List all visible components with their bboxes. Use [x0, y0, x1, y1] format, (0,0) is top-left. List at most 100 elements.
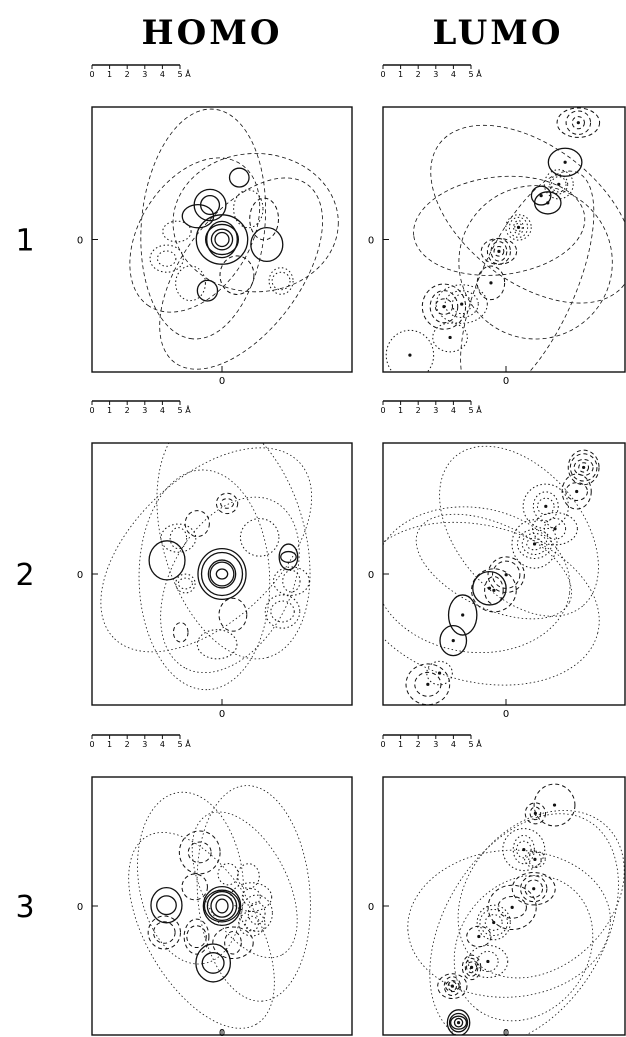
- atom-dot: [460, 302, 463, 305]
- contour: [187, 926, 206, 948]
- scale-tick-label: 2: [416, 406, 421, 415]
- contour: [240, 519, 278, 557]
- contour: [238, 864, 260, 889]
- contour: [365, 495, 579, 665]
- contour: [391, 780, 626, 1037]
- contour: [173, 153, 338, 291]
- atom-dot: [492, 589, 495, 592]
- contour: [408, 167, 590, 284]
- scale-tick-label: 1: [107, 70, 112, 79]
- contour: [173, 623, 188, 642]
- contour: [179, 831, 220, 874]
- atom-dot: [477, 935, 480, 938]
- scale-tick-label: 4: [160, 70, 165, 79]
- contour: [207, 892, 236, 921]
- atom-dot: [451, 985, 454, 988]
- scale-unit: Å: [185, 68, 191, 79]
- axis-origin-label: 0: [368, 570, 374, 581]
- scale-tick-label: 0: [380, 740, 385, 749]
- axis-origin-label: 0: [219, 1028, 225, 1037]
- atom-dot: [533, 858, 536, 861]
- scale-unit: Å: [476, 404, 482, 415]
- contour: [103, 134, 287, 336]
- panel-frame: [383, 443, 625, 705]
- atom-dot: [582, 466, 585, 469]
- scale-tick-label: 0: [89, 406, 94, 415]
- atom-dot: [532, 887, 535, 890]
- contour: [281, 552, 296, 563]
- scale-unit: Å: [185, 404, 191, 415]
- scale-tick-label: 2: [125, 406, 130, 415]
- atom-dot: [533, 542, 536, 545]
- contour: [64, 410, 349, 690]
- scale-bar: 0 1 2 3 4 5Å: [89, 65, 191, 79]
- axis-origin-label: 0: [219, 376, 225, 387]
- scale-unit: Å: [476, 738, 482, 749]
- contour: [218, 864, 238, 885]
- panel-frame: [92, 443, 352, 705]
- axis-origin-label: 0: [503, 376, 509, 387]
- contour: [426, 848, 622, 1037]
- contour: [271, 601, 294, 622]
- panel-frame: [383, 777, 625, 1035]
- contour: [216, 493, 237, 513]
- contour: [188, 842, 211, 863]
- contour: [182, 205, 213, 228]
- contour: [245, 916, 258, 931]
- atom-dot: [461, 613, 464, 616]
- scale-tick-label: 1: [398, 740, 403, 749]
- axis-origin-label: 0: [368, 902, 374, 913]
- contour: [178, 578, 192, 589]
- contour: [131, 103, 276, 344]
- scale-tick-label: 5: [177, 740, 182, 749]
- contour: [230, 168, 250, 187]
- contour: [283, 570, 300, 592]
- row-label: 3: [15, 890, 34, 925]
- contour: [273, 567, 309, 595]
- scale-bar: 012345Å: [380, 401, 482, 415]
- scale-tick-label: 5: [177, 70, 182, 79]
- contour: [269, 268, 293, 295]
- scale-tick-label: 3: [433, 740, 438, 749]
- scale-bar: 012345Å: [380, 65, 482, 79]
- scale-tick-label: 3: [142, 70, 147, 79]
- scale-tick-label: 1: [107, 740, 112, 749]
- contour: [202, 953, 224, 973]
- atom-dot: [553, 527, 556, 530]
- contour: [182, 874, 207, 900]
- scale-tick-label: 0: [89, 70, 94, 79]
- contour: [198, 549, 246, 600]
- contour: [148, 916, 180, 949]
- atom-dot: [577, 121, 580, 124]
- scale-bar: 012345Å: [89, 401, 191, 415]
- scale-tick-label: 5: [468, 406, 473, 415]
- atom-dot: [522, 848, 525, 851]
- atom-dot: [426, 683, 429, 686]
- scale-tick-label: 4: [451, 740, 456, 749]
- atom-dot: [408, 354, 411, 357]
- contour: [400, 493, 587, 641]
- axis-origin-label: 0: [77, 570, 83, 581]
- contour-panel: [391, 777, 626, 1037]
- atom-dot: [557, 183, 560, 186]
- axis-origin-label: 0: [219, 709, 225, 720]
- scale-tick-label: 4: [160, 740, 165, 749]
- contour: [398, 90, 626, 339]
- scale-tick-label: 2: [125, 740, 130, 749]
- scale-tick-label: 2: [125, 70, 130, 79]
- contour: [216, 899, 228, 913]
- atom-dot: [564, 161, 567, 164]
- contour: [150, 245, 183, 272]
- atom-dot: [544, 505, 547, 508]
- contour: [210, 562, 234, 586]
- atom-dot: [575, 490, 578, 493]
- row-label: 1: [15, 224, 34, 259]
- scale-tick-label: 3: [142, 406, 147, 415]
- axis-origin-label: 0: [503, 1028, 509, 1037]
- contour: [220, 256, 254, 295]
- scale-tick-label: 1: [107, 406, 112, 415]
- scale-tick-label: 5: [468, 70, 473, 79]
- scale-unit: Å: [476, 68, 482, 79]
